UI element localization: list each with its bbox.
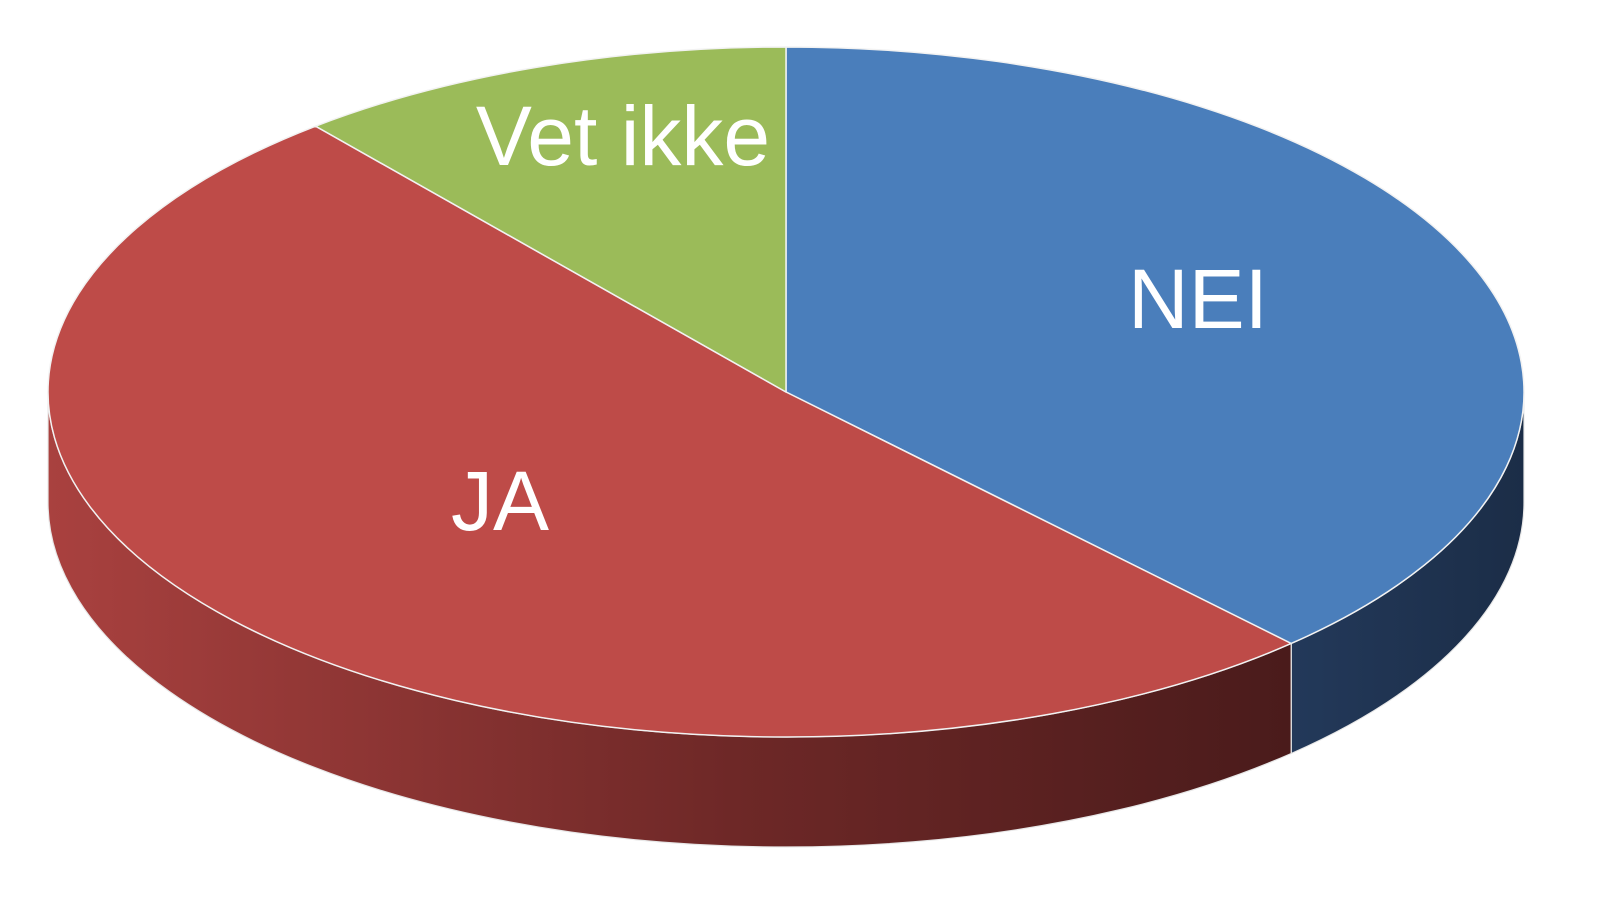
pie-top xyxy=(47,46,1525,738)
pie-slice-nei xyxy=(785,46,1525,645)
pie-label-ja: JA xyxy=(451,454,549,548)
pie-label-vet-ikke: Vet ikke xyxy=(476,89,770,183)
pie-labels: NEI JA Vet ikke xyxy=(451,89,1268,548)
pie-slice-ja xyxy=(47,125,1292,738)
pie-slice-vet-ikke xyxy=(314,46,787,393)
pie-label-nei: NEI xyxy=(1128,252,1268,346)
